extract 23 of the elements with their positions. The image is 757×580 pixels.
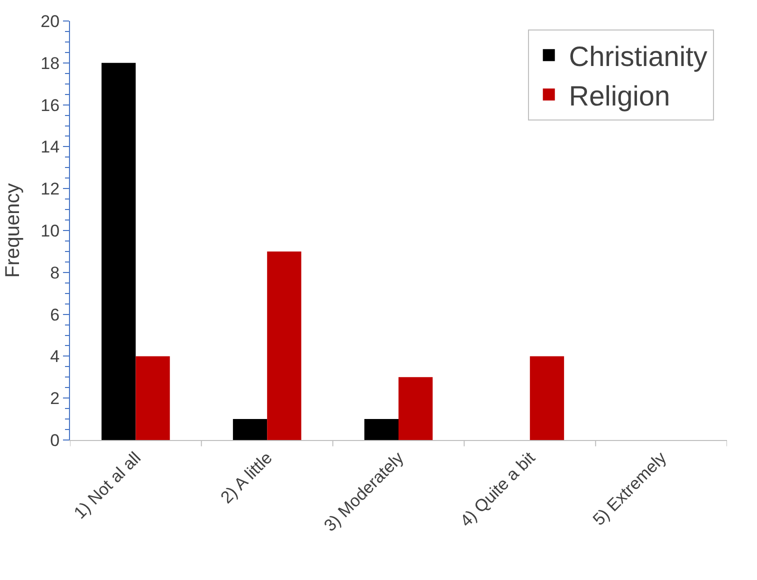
bar <box>267 251 302 440</box>
bar <box>364 419 398 440</box>
y-tick-label: 6 <box>50 305 60 324</box>
y-tick-label: 0 <box>50 430 60 450</box>
y-tick-label: 8 <box>50 263 60 282</box>
bar <box>136 356 170 440</box>
x-tick-label: 2) A little <box>217 448 276 508</box>
y-tick-label: 18 <box>40 54 60 73</box>
bar <box>398 377 433 440</box>
legend-label: Religion <box>568 80 670 112</box>
y-axis-title: Frequency <box>2 183 24 278</box>
y-tick-label: 4 <box>50 347 60 366</box>
bar <box>530 356 564 440</box>
bar <box>102 62 136 440</box>
y-tick-label: 12 <box>40 180 60 199</box>
y-tick-label: 16 <box>40 96 60 115</box>
y-tick-label: 14 <box>40 138 60 157</box>
y-tick-label: 20 <box>40 12 60 31</box>
legend-label: Christianity <box>568 41 708 72</box>
x-tick-label: 1) Not al all <box>70 448 145 523</box>
bar <box>232 419 268 440</box>
y-tick-label: 2 <box>50 389 60 408</box>
y-tick-label: 10 <box>40 221 60 240</box>
